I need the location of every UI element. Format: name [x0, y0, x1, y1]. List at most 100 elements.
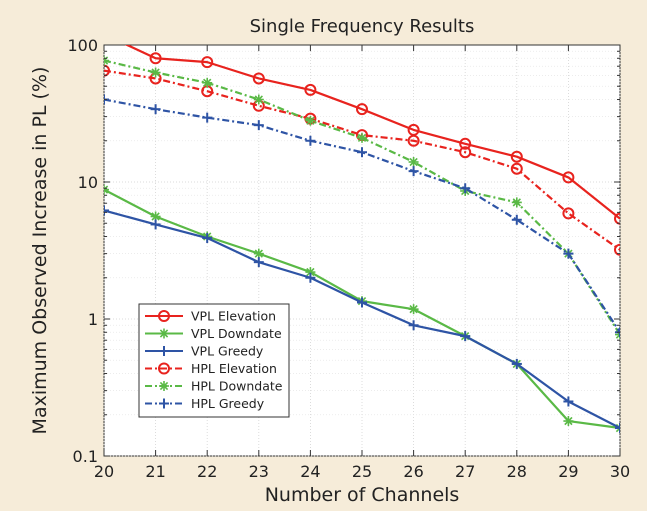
- legend-label: VPL Greedy: [191, 344, 264, 359]
- data-point-hpl-greedy: [563, 248, 574, 259]
- x-tick-label: 26: [403, 462, 423, 481]
- data-point-hpl-elevation: [459, 146, 472, 159]
- data-point-vpl-greedy: [563, 396, 574, 407]
- data-point-vpl-greedy: [305, 272, 316, 283]
- data-point-vpl-downdate: [150, 211, 161, 222]
- x-axis-label: Number of Channels: [265, 484, 460, 506]
- data-point-vpl-elevation: [562, 171, 575, 184]
- data-point-vpl-downdate: [104, 184, 109, 195]
- data-point-vpl-elevation: [304, 83, 317, 96]
- legend: VPL Elevation VPL Downdate VPL Greedy HPL E…: [138, 303, 290, 418]
- y-axis-label: Maximum Observed Increase in PL (%): [29, 67, 51, 435]
- x-tick-label: 20: [94, 462, 114, 481]
- data-point-hpl-greedy: [615, 327, 620, 338]
- data-point-vpl-elevation: [149, 52, 162, 65]
- y-tick-label: 100: [67, 36, 98, 55]
- data-point-hpl-greedy: [408, 166, 419, 177]
- legend-marker: [158, 362, 170, 375]
- axes-layer: 20 21 22 23 24 25 26 27 28 29 30 0.1 1 10 100: [67, 36, 630, 481]
- legend-marker: [159, 328, 169, 339]
- x-tick-label: 22: [197, 462, 217, 481]
- data-point-hpl-greedy: [305, 135, 316, 146]
- x-tick-label: 29: [558, 462, 578, 481]
- series-hpl-greedy: [104, 94, 620, 338]
- x-tick-label: 30: [610, 462, 630, 481]
- marker-stroke: [104, 59, 109, 65]
- marker-stroke: [512, 198, 521, 207]
- legend-box: [138, 303, 290, 418]
- legend-label: HPL Greedy: [191, 396, 265, 411]
- legend-label: HPL Downdate: [191, 379, 283, 394]
- data-point-vpl-elevation: [510, 150, 523, 163]
- data-point-hpl-downdate: [357, 132, 367, 143]
- data-point-vpl-downdate: [563, 416, 574, 427]
- data-point-hpl-downdate: [305, 115, 316, 126]
- marker-stroke: [203, 78, 212, 87]
- data-point-hpl-elevation: [407, 134, 420, 147]
- x-tick-label: 24: [300, 462, 320, 481]
- data-point-hpl-greedy: [104, 94, 109, 105]
- data-point-hpl-downdate: [408, 156, 419, 167]
- data-point-hpl-downdate: [150, 67, 161, 78]
- data-point-vpl-greedy: [253, 257, 264, 268]
- marker-stroke: [104, 188, 109, 194]
- marker-stroke: [104, 185, 109, 191]
- marker-stroke: [409, 157, 418, 167]
- x-tick-label: 23: [249, 462, 269, 481]
- data-point-hpl-elevation: [614, 243, 620, 256]
- data-point-hpl-greedy: [253, 120, 264, 131]
- data-point-vpl-downdate: [408, 304, 419, 315]
- marker-stroke: [615, 333, 620, 339]
- marker-stroke: [306, 116, 315, 125]
- x-tick-label: 21: [145, 462, 165, 481]
- legend-marker: [158, 310, 170, 322]
- marker-stroke: [357, 133, 367, 143]
- series-line-vpl-elevation: [124, 45, 620, 220]
- data-point-hpl-downdate: [253, 94, 264, 105]
- marker-stroke: [564, 416, 573, 426]
- legend-label: VPL Elevation: [191, 309, 276, 324]
- data-point-hpl-greedy: [150, 104, 161, 115]
- legend-marker: [159, 346, 169, 356]
- y-tick-label: 10: [78, 173, 98, 192]
- data-point-vpl-greedy: [104, 205, 109, 216]
- data-point-vpl-greedy: [408, 320, 419, 331]
- data-point-hpl-greedy: [460, 183, 471, 194]
- marker-stroke: [615, 426, 620, 433]
- marker-stroke: [151, 212, 160, 221]
- legend-label: VPL Downdate: [191, 326, 282, 341]
- marker-stroke: [159, 329, 169, 338]
- y-tick-label: 0.1: [73, 447, 98, 466]
- data-point-vpl-downdate: [253, 248, 264, 259]
- data-point-vpl-greedy: [460, 331, 471, 342]
- data-point-hpl-elevation: [510, 162, 523, 175]
- data-point-hpl-downdate: [511, 197, 522, 208]
- series-layer: [104, 45, 620, 434]
- data-point-vpl-greedy: [357, 297, 367, 308]
- data-point-vpl-greedy: [615, 423, 620, 434]
- data-point-vpl-elevation: [614, 212, 620, 225]
- legend-marker: [159, 381, 169, 391]
- data-point-vpl-elevation: [252, 72, 265, 85]
- data-point-vpl-elevation: [201, 56, 214, 69]
- marker-stroke: [254, 249, 263, 258]
- data-point-vpl-greedy: [511, 358, 522, 369]
- marker-stroke: [409, 304, 418, 314]
- data-point-vpl-greedy: [150, 219, 161, 230]
- series-vpl-greedy: [104, 205, 620, 434]
- y-tick-label: 1: [88, 310, 98, 329]
- data-point-hpl-elevation: [104, 64, 110, 77]
- marker-stroke: [306, 267, 315, 277]
- x-tick-label: 27: [455, 462, 475, 481]
- data-point-vpl-elevation: [356, 103, 368, 116]
- marker-stroke: [159, 381, 169, 391]
- data-point-hpl-downdate: [202, 77, 213, 88]
- data-point-hpl-greedy: [357, 147, 367, 158]
- x-tick-label: 28: [507, 462, 527, 481]
- data-point-vpl-greedy: [202, 233, 213, 244]
- marker-stroke: [151, 68, 160, 77]
- legend-marker: [159, 398, 169, 409]
- data-point-hpl-elevation: [562, 207, 575, 220]
- x-tick-label: 25: [352, 462, 372, 481]
